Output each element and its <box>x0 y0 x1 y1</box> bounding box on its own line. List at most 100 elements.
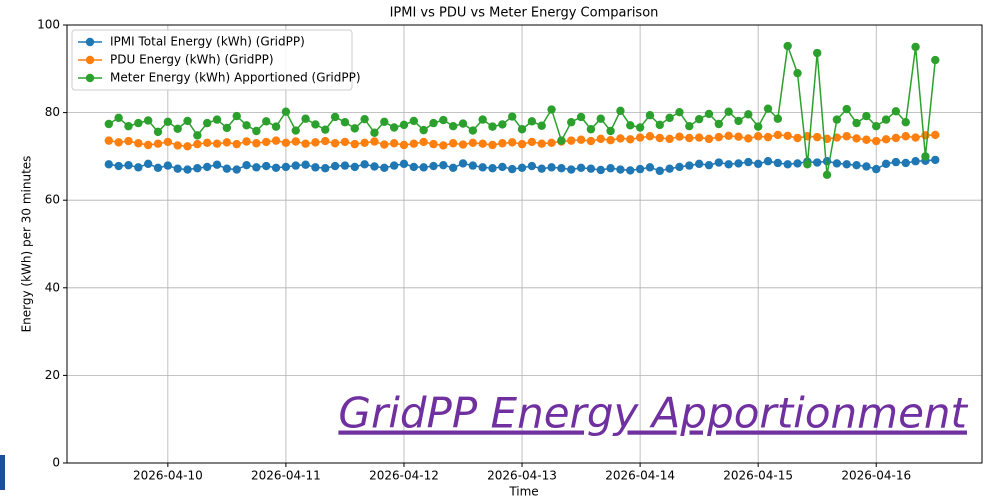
data-point <box>389 123 399 132</box>
data-point <box>370 128 379 137</box>
data-point <box>478 139 487 148</box>
data-point <box>606 126 615 136</box>
data-point <box>891 157 901 167</box>
data-point <box>311 138 320 147</box>
data-point <box>517 163 527 172</box>
data-point <box>409 139 419 148</box>
data-point <box>596 165 605 175</box>
plot-frame <box>66 24 983 464</box>
data-point <box>901 158 910 168</box>
data-point <box>458 159 468 168</box>
data-point <box>724 131 733 141</box>
data-point <box>350 139 359 149</box>
data-point <box>262 117 271 126</box>
data-point <box>222 123 232 133</box>
data-point <box>645 111 655 120</box>
data-point <box>134 139 143 148</box>
data-point <box>763 132 773 142</box>
data-point <box>773 158 783 168</box>
data-point <box>153 127 163 137</box>
data-point <box>862 111 871 121</box>
data-point <box>881 115 891 124</box>
logo-fragment <box>0 455 5 490</box>
data-point <box>173 164 182 173</box>
data-point <box>271 163 281 172</box>
data-point <box>399 140 409 150</box>
data-point <box>645 163 655 172</box>
data-point <box>576 163 586 172</box>
data-point <box>694 133 704 142</box>
data-point <box>881 159 891 169</box>
data-point <box>281 107 291 116</box>
data-point <box>517 139 527 149</box>
data-point <box>891 107 901 116</box>
data-point <box>448 121 458 131</box>
data-point <box>163 137 173 147</box>
data-point <box>517 125 527 134</box>
data-point <box>212 139 222 148</box>
data-point <box>931 155 940 165</box>
data-point <box>793 133 802 143</box>
data-point <box>508 164 517 174</box>
legend-label: PDU Energy (kWh) (GridPP) <box>110 53 274 67</box>
data-point <box>429 118 438 128</box>
data-point <box>586 136 596 146</box>
data-point <box>665 134 674 144</box>
data-point <box>360 114 369 124</box>
data-point <box>734 159 743 168</box>
data-point <box>291 126 300 135</box>
data-point <box>262 161 271 171</box>
data-point <box>193 131 202 140</box>
data-point <box>655 166 664 176</box>
data-point <box>852 134 861 143</box>
data-point <box>311 120 320 129</box>
data-point <box>547 105 556 114</box>
data-point <box>114 138 123 147</box>
data-point <box>311 163 320 172</box>
x-axis-label: Time <box>508 485 538 498</box>
data-point <box>783 41 792 51</box>
data-point <box>380 163 389 172</box>
data-point <box>694 114 704 124</box>
data-point <box>773 114 783 123</box>
data-point <box>606 135 615 145</box>
data-point <box>734 132 743 141</box>
data-point <box>134 118 143 128</box>
data-point <box>744 110 753 119</box>
data-point <box>330 161 340 171</box>
watermark: GridPP Energy Apportionment <box>338 389 968 438</box>
data-point <box>183 142 192 151</box>
data-point <box>242 121 251 130</box>
data-point <box>153 163 163 172</box>
data-point <box>783 131 792 141</box>
data-point <box>380 140 389 149</box>
data-point <box>183 116 192 126</box>
data-point <box>862 135 871 144</box>
data-point <box>498 120 507 129</box>
data-point <box>271 122 281 131</box>
data-point <box>557 164 566 173</box>
data-point <box>626 135 635 144</box>
data-point <box>842 160 851 169</box>
data-point <box>508 112 517 121</box>
x-tick-label: 2026-04-12 <box>369 469 439 483</box>
data-point <box>203 138 212 148</box>
data-point <box>183 165 192 174</box>
data-point <box>911 157 920 166</box>
data-point <box>744 157 753 167</box>
data-point <box>143 140 153 150</box>
data-point <box>901 118 910 127</box>
data-point <box>842 104 851 114</box>
legend-label: Meter Energy (kWh) Apportioned (GridPP) <box>110 71 361 85</box>
data-point <box>685 161 694 170</box>
data-point <box>567 118 576 127</box>
data-point <box>685 133 694 143</box>
data-point <box>281 162 291 172</box>
data-point <box>753 159 763 169</box>
data-point <box>301 114 310 123</box>
data-point <box>252 126 261 136</box>
data-point <box>114 161 123 171</box>
data-point <box>350 124 359 133</box>
data-point <box>321 164 330 173</box>
